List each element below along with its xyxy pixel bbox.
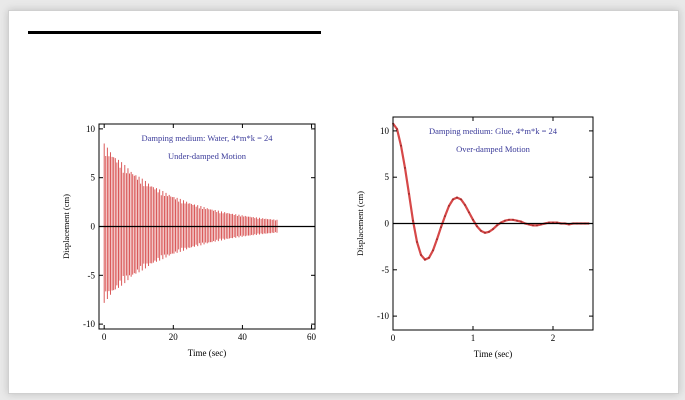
data-point — [508, 218, 510, 221]
y-tick-label: 5 — [91, 173, 96, 183]
data-point — [504, 219, 506, 222]
data-point — [436, 238, 438, 241]
data-point — [400, 144, 402, 147]
x-tick-label: 2 — [551, 333, 556, 343]
x-tick-label: 0 — [102, 332, 107, 342]
data-point — [404, 167, 406, 169]
data-point — [408, 192, 410, 195]
y-tick-label: 5 — [385, 172, 390, 182]
data-point — [476, 225, 478, 228]
x-tick-label: 0 — [391, 333, 396, 343]
overdamped-chart: 0 1 2 10 5 0 -5 -10 Damping medium: Glue, 4*m*k … — [355, 116, 594, 359]
data-point — [440, 226, 442, 229]
data-point — [536, 224, 538, 227]
data-point — [432, 249, 434, 252]
data-point — [420, 254, 422, 256]
data-point — [516, 219, 518, 222]
data-point — [448, 205, 450, 207]
y-tick-label: -10 — [377, 311, 389, 321]
data-point — [456, 196, 458, 199]
y-tick-label: 10 — [86, 124, 96, 134]
x-tick-label: 1 — [471, 333, 476, 343]
data-point — [464, 204, 466, 206]
y-axis-label: Displacement (cm) — [61, 194, 71, 259]
data-point — [424, 258, 426, 261]
y-tick-label: 0 — [91, 222, 96, 232]
data-point — [532, 224, 534, 227]
y-tick-label: -5 — [382, 265, 390, 275]
data-point — [428, 256, 430, 259]
x-tick-label: 60 — [307, 332, 317, 342]
y-axis-label: Displacement (cm) — [355, 191, 365, 256]
data-point — [488, 230, 490, 233]
data-point — [468, 211, 470, 214]
x-tick-label: 20 — [169, 332, 179, 342]
data-point — [520, 220, 522, 223]
data-point — [496, 224, 498, 227]
y-tick-label: 0 — [385, 219, 390, 229]
chart-subtitle: Under-damped Motion — [168, 151, 247, 161]
underdamped-chart: 0 20 40 60 10 5 0 -5 -10 Damping medium: Water, 4… — [61, 123, 317, 358]
y-tick-label: -5 — [88, 270, 96, 280]
data-point — [512, 218, 514, 221]
y-tick-label: 10 — [380, 126, 390, 136]
data-point — [452, 198, 454, 201]
title-rule — [28, 31, 321, 34]
x-axis-label: Time (sec) — [188, 348, 226, 358]
data-point — [472, 218, 474, 221]
data-point — [416, 241, 418, 243]
chart-subtitle: Over-damped Motion — [456, 144, 530, 154]
slide: 0 20 40 60 10 5 0 -5 -10 Damping medium: Water, 4… — [8, 10, 679, 394]
data-point — [480, 230, 482, 232]
data-point — [444, 215, 446, 217]
data-point — [412, 219, 414, 222]
y-tick-label: -10 — [83, 319, 95, 329]
x-tick-label: 40 — [238, 332, 248, 342]
chart-title: Damping medium: Glue, 4*m*k = 24 — [429, 126, 558, 136]
chart-title: Damping medium: Water, 4*m*k = 24 — [141, 133, 273, 143]
data-point — [396, 128, 398, 130]
data-point — [460, 198, 462, 201]
x-axis-label: Time (sec) — [474, 349, 512, 359]
data-point — [484, 231, 486, 234]
data-point — [492, 228, 494, 230]
